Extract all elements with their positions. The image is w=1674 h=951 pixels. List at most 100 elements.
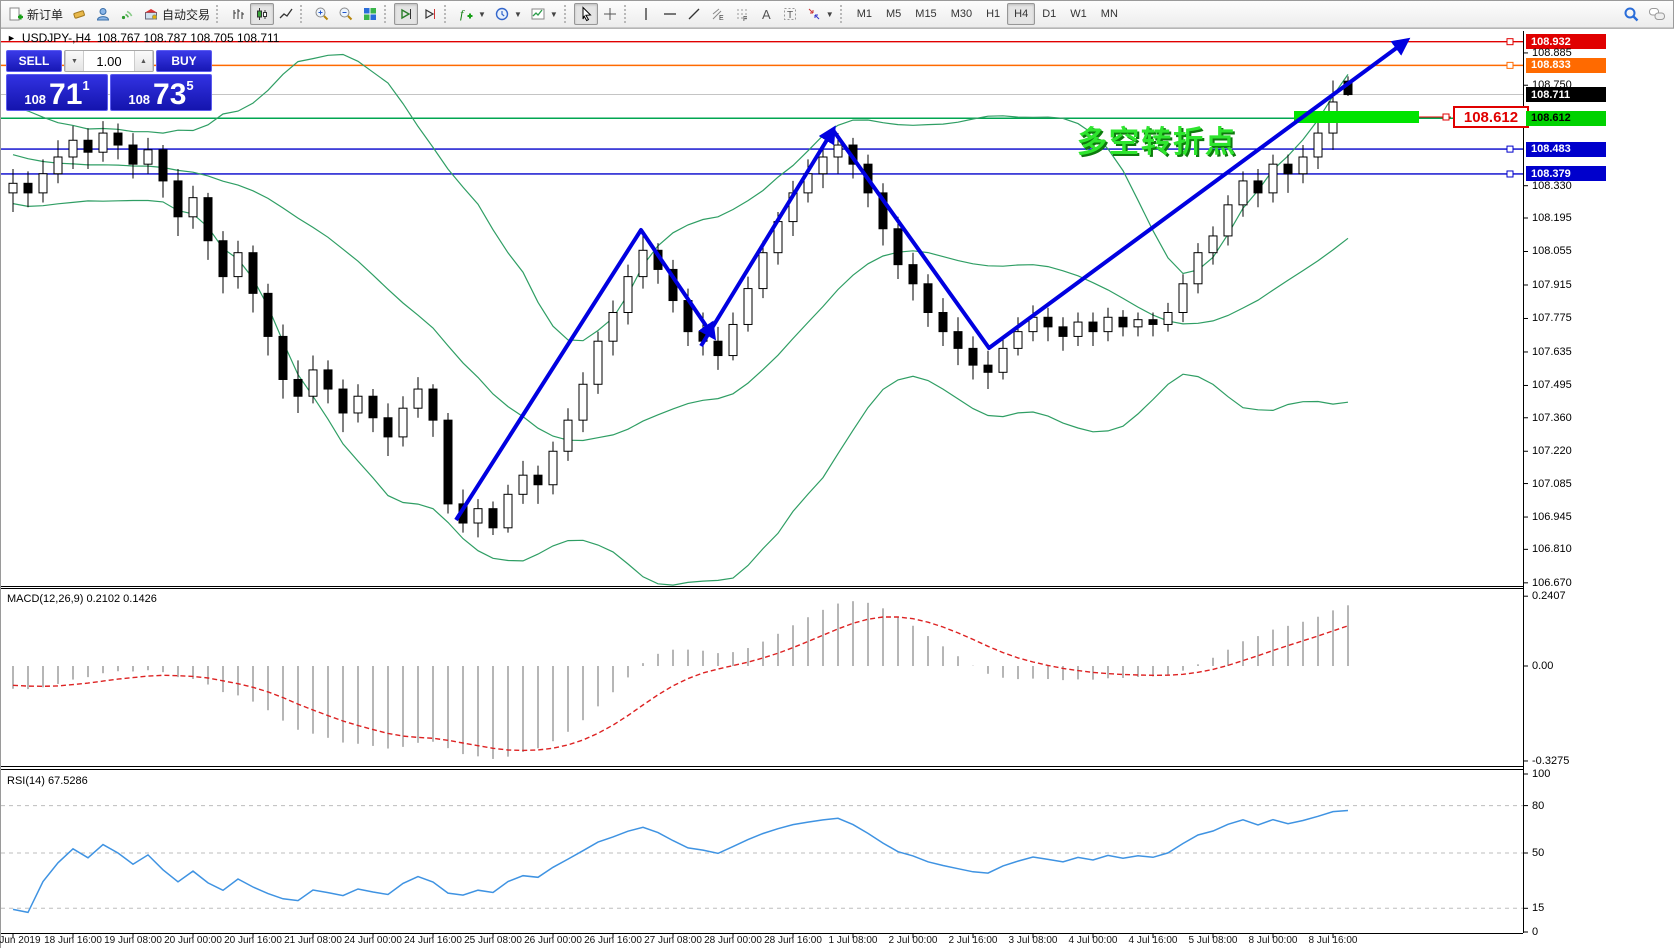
supply-zone-highlight[interactable]	[1294, 111, 1419, 123]
profile-button[interactable]	[91, 3, 115, 25]
line-anchor-marker[interactable]	[1506, 38, 1514, 46]
toolbar-grip	[839, 5, 846, 23]
rsi-layer	[1, 805, 1523, 914]
chart-bars-button[interactable]	[226, 3, 250, 25]
chart-shift-button[interactable]	[418, 3, 442, 25]
tile-windows-icon	[364, 8, 377, 20]
candle-body	[728, 323, 738, 357]
candle-body	[878, 192, 888, 230]
eraser-button[interactable]	[67, 3, 91, 25]
search-icon	[1624, 7, 1639, 21]
fibonacci-button[interactable]: F	[730, 3, 754, 25]
templates-button[interactable]: ▼	[526, 3, 562, 25]
buy-button[interactable]: BUY	[156, 50, 212, 72]
zoom-in-icon	[315, 7, 329, 21]
timeframe-w1-button[interactable]: W1	[1070, 8, 1087, 20]
candle-body	[83, 139, 93, 153]
timeframe-d1-button[interactable]: D1	[1042, 8, 1057, 20]
svg-text:f: f	[460, 7, 465, 21]
candle-body	[1118, 316, 1128, 328]
line-anchor-marker[interactable]	[1506, 145, 1514, 153]
signal-button[interactable]	[115, 3, 139, 25]
volume-increase-button[interactable]: ▲	[134, 51, 153, 71]
candle-body	[938, 311, 948, 333]
periods-button[interactable]: ▼	[490, 3, 526, 25]
chart-canvas[interactable]	[1, 29, 1674, 951]
candle-body	[128, 144, 138, 165]
candle-body	[308, 369, 318, 397]
cursor-button[interactable]	[573, 3, 598, 25]
trendline-button[interactable]	[682, 3, 706, 25]
sell-price-box[interactable]: 108 71 1	[6, 74, 108, 111]
zoom-in-button[interactable]	[310, 3, 334, 25]
sell-button[interactable]: SELL	[6, 50, 62, 72]
crosshair-button[interactable]	[598, 3, 622, 25]
timeframe-m5-button[interactable]: M5	[886, 8, 902, 20]
indicators-button[interactable]: f ▼	[454, 3, 490, 25]
timeframe-h4-button[interactable]: H4	[1007, 3, 1036, 25]
timeframe-m30-button[interactable]: M30	[950, 8, 973, 20]
timeframe-h1-button[interactable]: H1	[986, 8, 1001, 20]
chart-line-button[interactable]	[274, 3, 298, 25]
candle-body	[1058, 326, 1068, 337]
timeframe-m1-button[interactable]: M1	[856, 8, 872, 20]
chart-area[interactable]: ► USDJPY-,H4 108.767 108.787 108.705 108…	[0, 28, 1674, 951]
candle-body	[338, 388, 348, 414]
candle-body	[1073, 321, 1083, 337]
text-button[interactable]: A	[754, 3, 778, 25]
candle-body	[1238, 180, 1248, 206]
new-order-icon	[9, 7, 23, 21]
one-click-trading-panel: SELL ▼ 1.00 ▲ BUY 108 71 1 108	[6, 50, 212, 111]
candle-body	[758, 252, 768, 290]
timeframe-bar: M1 M5 M15 M30 H1 H4 D1 W1 MN	[850, 3, 1125, 25]
candle-body	[1103, 316, 1113, 333]
equidistant-channel-button[interactable]: E	[706, 3, 730, 25]
sell-price-sup: 1	[82, 78, 90, 93]
zoom-out-button[interactable]	[334, 3, 358, 25]
candle-body	[1178, 283, 1188, 313]
level-lines-layer[interactable]	[1, 38, 1523, 178]
candle-body	[1208, 235, 1218, 254]
volume-decrease-button[interactable]: ▼	[65, 51, 84, 71]
text-label-button[interactable]: T	[778, 3, 802, 25]
horizontal-line-button[interactable]	[658, 3, 682, 25]
chart-candles-button[interactable]	[250, 3, 275, 25]
line-anchor-marker[interactable]	[1506, 61, 1514, 69]
zigzag-segment[interactable]	[454, 228, 717, 522]
chat-button[interactable]	[1644, 3, 1670, 25]
line-chart-icon	[279, 8, 293, 19]
candle-body	[278, 335, 288, 380]
zigzag-trendlines[interactable]	[454, 37, 1411, 522]
vertical-line-button[interactable]	[634, 3, 658, 25]
auto-scroll-button[interactable]	[394, 3, 419, 25]
text-a-icon: A	[762, 7, 771, 22]
auto-trading-button[interactable]: 自动交易	[139, 3, 214, 25]
zigzag-segment[interactable]	[699, 125, 836, 348]
candles-chart-icon	[257, 8, 268, 20]
line-anchor-marker[interactable]	[1506, 170, 1514, 178]
price-tag-anchor[interactable]	[1442, 113, 1450, 121]
candle-body	[578, 383, 588, 421]
channel-icon: E	[712, 8, 724, 22]
candle-body	[1148, 319, 1158, 325]
line-anchor-marker[interactable]	[1506, 114, 1514, 122]
zigzag-segment[interactable]	[831, 37, 1411, 350]
indicator-f-plus-icon: f	[460, 7, 473, 21]
rsi-line	[12, 809, 1349, 914]
candle-body	[1133, 319, 1143, 328]
arrows-button[interactable]: ▼	[802, 3, 838, 25]
candle-body	[188, 197, 198, 218]
macd-layer	[12, 601, 1349, 759]
new-order-button[interactable]: 新订单	[4, 3, 67, 25]
bollinger-middle-band	[12, 154, 1349, 442]
candle-body	[1313, 132, 1323, 158]
tile-windows-button[interactable]	[358, 3, 382, 25]
buy-price-box[interactable]: 108 73 5	[110, 74, 212, 111]
vertical-line-icon	[645, 8, 647, 20]
search-button[interactable]	[1619, 3, 1644, 25]
dropdown-arrow-icon: ▼	[478, 9, 486, 19]
timeframe-m15-button[interactable]: M15	[915, 8, 937, 20]
timeframe-mn-button[interactable]: MN	[1100, 8, 1118, 20]
volume-value[interactable]: 1.00	[96, 53, 122, 69]
chat-icon	[1649, 8, 1665, 20]
